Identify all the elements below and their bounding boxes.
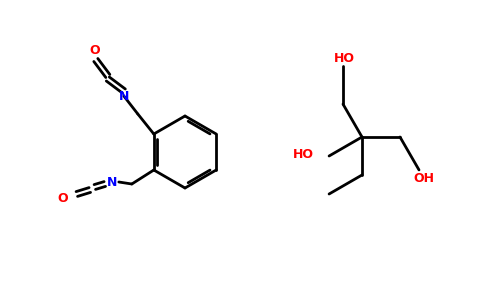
Text: O: O <box>58 191 68 205</box>
Text: OH: OH <box>413 172 435 185</box>
Text: HO: HO <box>293 148 314 160</box>
Text: O: O <box>90 44 100 58</box>
Text: N: N <box>119 89 129 103</box>
Text: N: N <box>106 176 117 188</box>
Text: HO: HO <box>333 52 354 64</box>
